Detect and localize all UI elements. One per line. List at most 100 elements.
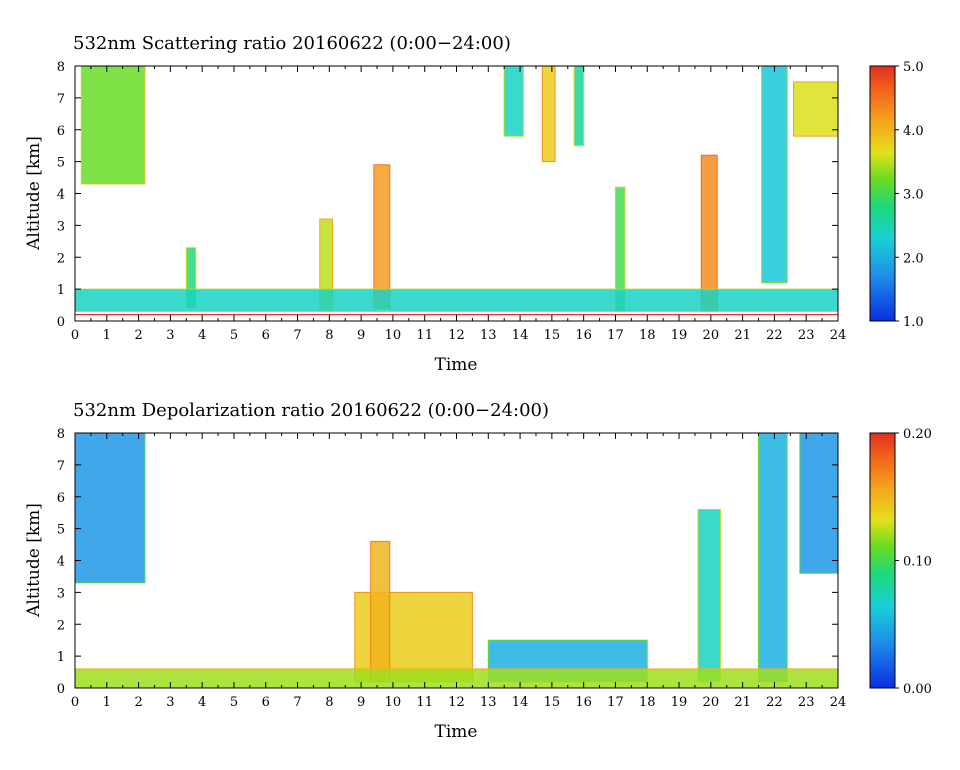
x-tick-label: 3: [166, 695, 174, 710]
x-tick-label: 21: [734, 328, 751, 343]
x-tick-label: 0: [71, 328, 79, 343]
heatmap-cell: [541, 66, 556, 163]
x-tick-label: 1: [103, 328, 111, 343]
y-tick-label: 2: [57, 251, 65, 266]
x-tick-label: 2: [134, 328, 142, 343]
colorbar-label: 0.20: [903, 427, 932, 442]
x-tick-label: 18: [639, 328, 656, 343]
heatmap-cell: [370, 540, 391, 683]
x-tick-label: 5: [230, 328, 238, 343]
heatmap-cell: [503, 66, 524, 137]
colorbar-labels: 0.00 0.10 0.20: [895, 427, 932, 697]
scattering-ratio-panel: 532nm Scattering ratio 20160622 (0:00−24…: [24, 33, 924, 375]
x-tick-label: 5: [230, 695, 238, 710]
heatmap-cell: [697, 509, 721, 683]
colorbar-label: 2.0: [903, 251, 924, 266]
colorbar-label: 0.00: [903, 682, 932, 697]
y-tick-label: 0: [57, 315, 65, 330]
heatmap-layer: [75, 66, 838, 312]
x-tick-label: 22: [766, 695, 783, 710]
y-tick-label: 6: [57, 491, 65, 506]
x-axis-ticks: 0 1 2 3 4 5 6 7 8 9 10 11 12 13 14 15 16 17 18 19 20 21 22 23 24: [71, 433, 846, 710]
x-tick-label: 2: [134, 695, 142, 710]
x-tick-label: 11: [416, 328, 433, 343]
x-tick-label: 10: [385, 328, 402, 343]
x-tick-label: 14: [512, 695, 529, 710]
x-tick-label: 7: [293, 328, 301, 343]
x-tick-label: 3: [166, 328, 174, 343]
y-tick-label: 8: [57, 427, 65, 442]
heatmap-cell: [799, 433, 838, 574]
heatmap-cell: [700, 154, 718, 312]
x-tick-label: 6: [262, 695, 270, 710]
colorbar: [869, 432, 896, 689]
x-tick-label: 15: [544, 328, 561, 343]
x-tick-label: 4: [198, 328, 206, 343]
x-tick-label: 0: [71, 695, 79, 710]
x-tick-label: 22: [766, 328, 783, 343]
colorbar-labels: 1.0 2.0 3.0 4.0 5.0: [895, 60, 924, 330]
y-tick-label: 6: [57, 124, 65, 139]
x-tick-label: 15: [544, 695, 561, 710]
y-tick-label: 1: [57, 650, 65, 665]
x-tick-label: 12: [448, 328, 465, 343]
chart-title: 532nm Scattering ratio 20160622 (0:00−24…: [73, 33, 511, 54]
depolarization-ratio-panel: 532nm Depolarization ratio 20160622 (0:0…: [24, 400, 932, 742]
x-tick-label: 16: [575, 695, 592, 710]
x-tick-label: 9: [357, 695, 365, 710]
colorbar-label: 1.0: [903, 315, 924, 330]
x-tick-label: 14: [512, 328, 529, 343]
y-tick-label: 0: [57, 682, 65, 697]
x-tick-label: 20: [703, 328, 720, 343]
x-tick-label: 8: [325, 695, 333, 710]
x-tick-label: 13: [480, 695, 497, 710]
x-tick-label: 19: [671, 328, 688, 343]
x-tick-label: 10: [385, 695, 402, 710]
y-tick-label: 4: [57, 555, 65, 570]
x-tick-label: 6: [262, 328, 270, 343]
y-tick-label: 5: [57, 523, 65, 538]
x-tick-label: 16: [575, 328, 592, 343]
x-tick-label: 4: [198, 695, 206, 710]
x-tick-label: 20: [703, 695, 720, 710]
heatmap-cell: [792, 81, 838, 137]
y-tick-label: 7: [57, 92, 65, 107]
y-tick-label: 8: [57, 60, 65, 75]
colorbar-label: 3.0: [903, 188, 924, 203]
x-tick-label: 21: [734, 695, 751, 710]
heatmap-cell: [758, 433, 788, 683]
y-tick-label: 3: [57, 219, 65, 234]
x-tick-label: 7: [293, 695, 301, 710]
y-axis-ticks: 0 1 2 3 4 5 6 7 8: [57, 427, 838, 697]
heatmap-cell: [80, 66, 146, 185]
x-tick-label: 13: [480, 328, 497, 343]
x-axis-label: Time: [435, 355, 478, 375]
x-tick-label: 9: [357, 328, 365, 343]
colorbar-label: 5.0: [903, 60, 924, 75]
y-tick-label: 4: [57, 188, 65, 203]
y-tick-label: 7: [57, 459, 65, 474]
colorbar-label: 4.0: [903, 124, 924, 139]
x-tick-label: 11: [416, 695, 433, 710]
chart-title: 532nm Depolarization ratio 20160622 (0:0…: [73, 400, 549, 421]
x-tick-label: 8: [325, 328, 333, 343]
x-axis-label: Time: [435, 722, 478, 742]
y-tick-label: 3: [57, 586, 65, 601]
heatmap-cell: [75, 288, 838, 312]
x-tick-label: 24: [830, 695, 847, 710]
y-axis-label: Altitude [km]: [24, 503, 44, 618]
x-tick-label: 23: [798, 695, 815, 710]
y-tick-label: 1: [57, 283, 65, 298]
colorbar: [869, 65, 896, 322]
heatmap-cell: [373, 164, 391, 309]
x-tick-label: 19: [671, 695, 688, 710]
x-tick-label: 12: [448, 695, 465, 710]
x-tick-label: 18: [639, 695, 656, 710]
y-tick-label: 5: [57, 156, 65, 171]
x-tick-label: 1: [103, 695, 111, 710]
y-axis-label: Altitude [km]: [24, 136, 44, 251]
x-tick-label: 24: [830, 328, 847, 343]
y-axis-ticks: 0 1 2 3 4 5 6 7 8: [57, 60, 838, 330]
heatmap-cell: [761, 66, 788, 284]
